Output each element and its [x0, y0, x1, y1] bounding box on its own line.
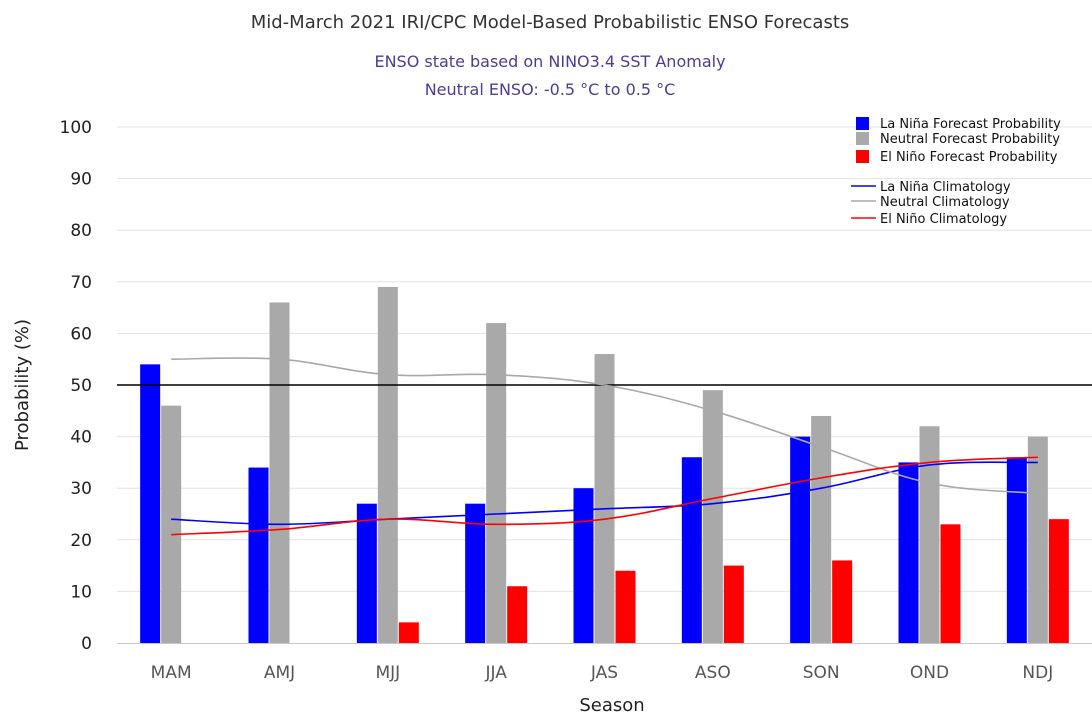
x-tick-label: MJJ	[375, 663, 400, 683]
legend-label-0: La Niña Forecast Probability	[880, 117, 1061, 132]
y-tick-label: 40	[70, 428, 92, 448]
bar-ndj-2	[1048, 519, 1069, 643]
y-tick-label: 20	[70, 531, 92, 551]
x-axis-title: Season	[579, 695, 644, 715]
legend-swatch-0	[856, 117, 869, 130]
y-tick-label: 90	[70, 170, 92, 190]
bar-mjj-2	[398, 622, 419, 643]
bar-ndj-0	[1006, 457, 1027, 643]
legend-line-label-2: El Niño Climatology	[880, 212, 1007, 227]
legend-line-label-1: Neutral Climatology	[880, 195, 1010, 210]
bar-aso-1	[702, 390, 723, 643]
bar-aso-2	[723, 565, 744, 643]
y-axis-title: Probability (%)	[12, 319, 33, 451]
chart-subtitle-line-1: ENSO state based on NINO3.4 SST Anomaly	[374, 52, 725, 71]
bar-amj-1	[269, 302, 290, 643]
bar-ond-0	[898, 462, 919, 643]
y-tick-label: 80	[70, 221, 92, 241]
x-tick-label: AMJ	[264, 663, 295, 683]
bar-son-1	[811, 415, 832, 643]
bar-series	[140, 286, 1069, 643]
bar-amj-0	[248, 467, 269, 643]
bar-jja-0	[465, 503, 486, 643]
y-tick-label: 0	[81, 634, 92, 654]
bar-mam-0	[140, 364, 161, 643]
chart-title: Mid-March 2021 IRI/CPC Model-Based Proba…	[251, 12, 850, 33]
y-tick-label: 30	[70, 479, 92, 499]
bar-jja-1	[486, 323, 507, 643]
x-tick-label: NDJ	[1022, 663, 1053, 683]
chart-subtitle-line-2: Neutral ENSO: -0.5 °C to 0.5 °C	[425, 80, 676, 99]
x-tick-label: JAS	[590, 663, 618, 683]
climatology-lines	[171, 357, 1038, 536]
bar-ndj-1	[1027, 436, 1048, 643]
bar-jas-2	[615, 570, 636, 643]
legend-line-label-0: La Niña Climatology	[880, 180, 1011, 195]
bar-jja-2	[507, 586, 528, 643]
x-tick-label: SON	[803, 663, 840, 683]
y-tick-label: 60	[70, 324, 92, 344]
legend-label-2: El Niño Forecast Probability	[880, 150, 1058, 165]
climatology-line-1	[171, 357, 1038, 495]
bar-son-0	[790, 436, 811, 643]
y-tick-label: 10	[70, 582, 92, 602]
legend-swatch-2	[856, 150, 869, 163]
bar-jas-0	[573, 488, 594, 643]
bar-aso-0	[681, 457, 702, 643]
y-tick-label: 100	[60, 118, 92, 138]
bar-mjj-1	[377, 286, 398, 643]
legend-swatch-1	[856, 132, 869, 145]
bar-mjj-0	[356, 503, 377, 643]
y-tick-label: 50	[70, 376, 92, 396]
legend-label-1: Neutral Forecast Probability	[880, 132, 1060, 147]
bar-jas-1	[594, 354, 615, 643]
x-tick-label: OND	[910, 663, 949, 683]
y-axis-ticks: 0 10 20 30 40 50 60 70 80 90 100	[60, 118, 92, 654]
x-tick-label: JJA	[484, 663, 507, 683]
bar-son-2	[832, 560, 853, 643]
bar-ond-2	[940, 524, 961, 643]
y-tick-label: 70	[70, 273, 92, 293]
climatology-line-2	[171, 456, 1038, 536]
bar-mam-1	[161, 405, 182, 643]
x-tick-label: ASO	[695, 663, 731, 683]
x-axis-ticks: MAM AMJ MJJ JJA JAS ASO SON OND NDJ	[151, 663, 1054, 683]
x-tick-label: MAM	[151, 663, 192, 683]
climatology-line-0	[171, 461, 1038, 526]
bar-ond-1	[919, 426, 940, 643]
